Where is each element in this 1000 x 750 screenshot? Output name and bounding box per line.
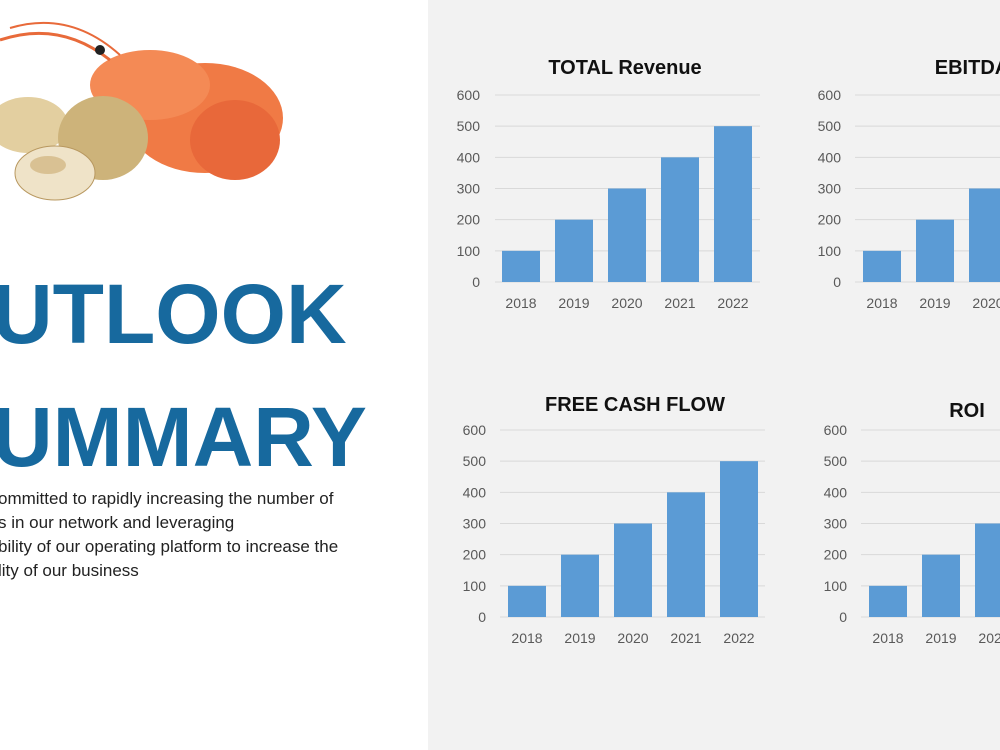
- x-tick-label: 2021: [664, 295, 695, 311]
- y-tick-label: 100: [824, 578, 848, 594]
- y-tick-label: 100: [818, 243, 842, 259]
- y-tick-label: 600: [824, 422, 848, 438]
- body-text: s in our network and leveraging: [0, 513, 235, 532]
- x-tick-label: 2019: [919, 295, 950, 311]
- y-tick-label: 200: [818, 212, 842, 228]
- x-tick-label: 2019: [564, 630, 595, 646]
- y-tick-label: 500: [824, 453, 848, 469]
- bar: [561, 554, 599, 617]
- body-text: ommitted to rapidly increasing the numbe…: [0, 489, 334, 508]
- y-tick-label: 0: [478, 609, 486, 625]
- x-tick-label: 2022: [717, 295, 748, 311]
- bar: [555, 219, 593, 282]
- food-image: [0, 21, 283, 201]
- bar: [720, 461, 758, 617]
- y-tick-label: 500: [457, 118, 481, 134]
- chart-title: FREE CASH FLOW: [545, 394, 725, 416]
- y-tick-label: 200: [457, 212, 481, 228]
- y-tick-label: 0: [839, 609, 847, 625]
- y-tick-label: 600: [457, 87, 481, 103]
- y-tick-label: 500: [818, 118, 842, 134]
- bar: [922, 554, 960, 617]
- y-tick-label: 300: [463, 516, 487, 532]
- chart-title: ROI: [949, 400, 985, 422]
- bar: [608, 188, 646, 282]
- bar: [863, 250, 901, 282]
- x-tick-label: 2020: [972, 295, 1000, 311]
- y-tick-label: 100: [457, 243, 481, 259]
- bar: [661, 157, 699, 282]
- y-tick-label: 300: [824, 516, 848, 532]
- x-tick-label: 2021: [670, 630, 701, 646]
- body-text: lity of our business: [0, 561, 139, 580]
- bar: [869, 585, 907, 617]
- bar: [614, 523, 652, 617]
- y-tick-label: 300: [457, 181, 481, 197]
- body-text: bility of our operating platform to incr…: [0, 537, 339, 556]
- x-tick-label: 2018: [866, 295, 897, 311]
- y-tick-label: 600: [818, 87, 842, 103]
- bar: [502, 250, 540, 282]
- y-tick-label: 300: [818, 181, 842, 197]
- bar: [916, 219, 954, 282]
- x-tick-label: 2020: [611, 295, 642, 311]
- x-tick-label: 2019: [558, 295, 589, 311]
- chart-title: TOTAL Revenue: [548, 57, 701, 79]
- y-tick-label: 100: [463, 578, 487, 594]
- x-tick-label: 2018: [872, 630, 903, 646]
- y-tick-label: 200: [463, 547, 487, 563]
- y-tick-label: 0: [833, 274, 841, 290]
- x-tick-label: 2020: [617, 630, 648, 646]
- y-tick-label: 600: [463, 422, 487, 438]
- y-tick-label: 500: [463, 453, 487, 469]
- y-tick-label: 400: [457, 149, 481, 165]
- bar: [508, 585, 546, 617]
- y-tick-label: 0: [472, 274, 480, 290]
- bar: [714, 126, 752, 283]
- bar: [969, 188, 1000, 282]
- y-tick-label: 400: [463, 484, 487, 500]
- x-tick-label: 2018: [505, 295, 536, 311]
- y-tick-label: 200: [824, 547, 848, 563]
- chart-panel: [428, 0, 1000, 750]
- chart-title: EBITDA: [935, 57, 1000, 79]
- y-tick-label: 400: [824, 484, 848, 500]
- y-tick-label: 400: [818, 149, 842, 165]
- x-tick-label: 2022: [723, 630, 754, 646]
- bar: [975, 523, 1000, 617]
- x-tick-label: 2019: [925, 630, 956, 646]
- bar: [667, 492, 705, 617]
- heading: UMMARY: [0, 390, 367, 484]
- heading: UTLOOK: [0, 267, 347, 361]
- x-tick-label: 2020: [978, 630, 1000, 646]
- x-tick-label: 2018: [511, 630, 542, 646]
